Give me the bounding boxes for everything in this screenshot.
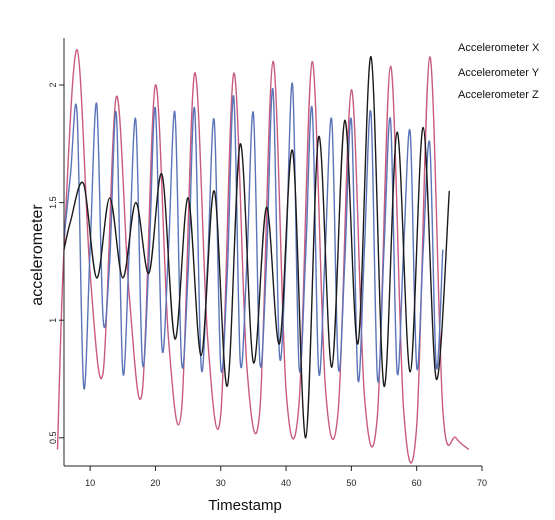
legend-entry-x: Accelerometer X: [458, 42, 540, 54]
x-tick-label: 50: [346, 478, 356, 488]
plot-area: [58, 50, 469, 463]
legend-entry-z: Accelerometer Z: [458, 89, 539, 101]
legend: Accelerometer X Accelerometer Y Accelero…: [458, 42, 540, 101]
legend-entry-y: Accelerometer Y: [458, 67, 540, 79]
y-axis-ticks: 0.5 1 1.5 2: [48, 83, 64, 445]
x-axis-title: Timestamp: [208, 497, 282, 514]
y-tick-label: 2: [48, 83, 58, 88]
x-tick-label: 40: [281, 478, 291, 488]
y-tick-label: 1.5: [48, 196, 58, 209]
x-tick-label: 30: [216, 478, 226, 488]
x-tick-label: 20: [150, 478, 160, 488]
x-tick-label: 10: [85, 478, 95, 488]
x-axis-ticks: 10 20 30 40 50 60 70: [85, 466, 487, 488]
y-tick-label: 1: [48, 318, 58, 323]
x-tick-label: 60: [412, 478, 422, 488]
y-axis-title: accelerometer: [29, 204, 46, 306]
y-tick-label: 0.5: [48, 432, 58, 445]
x-tick-label: 70: [477, 478, 487, 488]
